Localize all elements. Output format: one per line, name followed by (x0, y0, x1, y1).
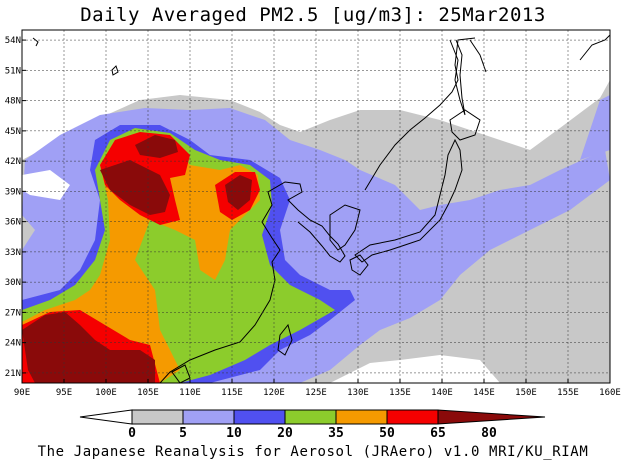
colorbar-label: 20 (277, 426, 293, 441)
pm25-concentration-field (22, 80, 610, 383)
lat-tick-label: 39N (5, 187, 21, 197)
lat-tick-label: 51N (5, 66, 21, 76)
coast-taiwan (277, 323, 293, 356)
lon-tick-label: 135E (389, 388, 411, 398)
contour-10-20-east (580, 95, 610, 160)
lat-tick-label: 21N (5, 369, 21, 379)
colorbar-segment (386, 409, 439, 425)
colorbar-segment (284, 409, 337, 425)
colorbar-label: 10 (226, 426, 242, 441)
colorbar-segment (335, 409, 388, 425)
lat-tick-label: 33N (5, 248, 21, 258)
colorbar-label: 50 (379, 426, 395, 441)
colorbar-label: 5 (179, 426, 187, 441)
map-title: Daily Averaged PM2.5 [ug/m3]: 25Mar2013 (80, 4, 546, 26)
lat-tick-label: 54N (5, 36, 21, 46)
contour-0-5-west (22, 170, 70, 200)
coast-china-korea (159, 181, 346, 384)
colorbar-label: 80 (481, 426, 497, 441)
coast-hokkaido (449, 109, 481, 141)
lon-tick-label: 125E (305, 388, 327, 398)
lat-tick-label: 30N (5, 278, 21, 288)
colorbar-segment (233, 409, 286, 425)
lon-tick-label: 90E (14, 388, 30, 398)
lon-tick-label: 115E (221, 388, 243, 398)
lat-tick-label: 27N (5, 308, 21, 318)
contour-80-north-b (135, 135, 178, 158)
lon-tick-label: 130E (347, 388, 369, 398)
coast-kyushu (349, 254, 369, 276)
lon-tick-label: 110E (179, 388, 201, 398)
credit-text: The Japanese Reanalysis for Aerosol (JRA… (37, 444, 589, 460)
colorbar-max-arrow (437, 409, 546, 425)
coast-sakhalin (449, 39, 466, 116)
coastlines (32, 34, 611, 384)
lat-tick-label: 36N (5, 218, 21, 228)
colorbar-segment (182, 409, 235, 425)
axis-ticks: 90E 95E 100E 105E 110E 115E 120E 125E 130E 135E 14… (5, 36, 621, 398)
lon-tick-label: 140E (431, 388, 453, 398)
lon-tick-label: 160E (599, 388, 621, 398)
colorbar-min-arrow (79, 409, 133, 425)
colorbar: 0 5 10 20 35 50 65 80 (79, 409, 546, 441)
contour-80-south (22, 312, 155, 383)
lon-tick-label: 150E (515, 388, 537, 398)
lat-tick-label: 42N (5, 157, 21, 167)
lon-tick-label: 95E (56, 388, 72, 398)
lon-tick-label: 155E (557, 388, 579, 398)
lat-tick-label: 45N (5, 127, 21, 137)
colorbar-label: 35 (328, 426, 344, 441)
lon-tick-label: 120E (263, 388, 285, 398)
contour-80-north-a (100, 160, 170, 215)
coast-japan (354, 138, 463, 263)
lon-tick-label: 145E (473, 388, 495, 398)
coast-russia (364, 37, 476, 191)
colorbar-label: 0 (128, 426, 136, 441)
coast-lake (111, 65, 119, 76)
gridlines (22, 30, 610, 383)
lon-tick-label: 100E (95, 388, 117, 398)
coast-korea (329, 204, 361, 251)
colorbar-label: 65 (430, 426, 446, 441)
lat-tick-label: 48N (5, 97, 21, 107)
coast-kamchatka (579, 34, 611, 61)
colorbar-segment (131, 409, 184, 425)
lat-tick-label: 24N (5, 339, 21, 349)
coast-nw (32, 37, 39, 47)
lon-tick-label: 105E (137, 388, 159, 398)
